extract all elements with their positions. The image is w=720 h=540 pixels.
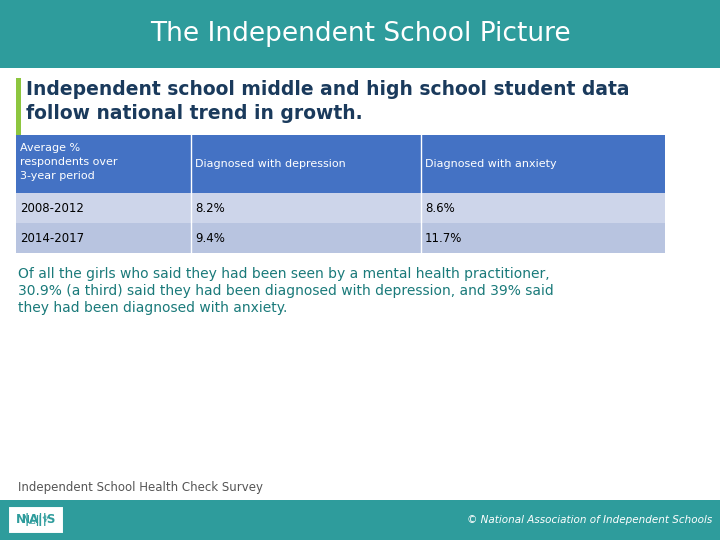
Bar xyxy=(16,78,21,138)
Text: respondents over: respondents over xyxy=(20,157,117,167)
Bar xyxy=(16,193,665,223)
Text: 11.7%: 11.7% xyxy=(425,232,462,245)
Text: follow national trend in growth.: follow national trend in growth. xyxy=(26,104,363,123)
Text: 2014-2017: 2014-2017 xyxy=(20,232,84,245)
Text: Average %: Average % xyxy=(20,143,80,153)
Text: Of all the girls who said they had been seen by a mental health practitioner,: Of all the girls who said they had been … xyxy=(18,267,549,281)
Text: Diagnosed with depression: Diagnosed with depression xyxy=(195,159,346,169)
Text: Independent School Health Check Survey: Independent School Health Check Survey xyxy=(18,481,263,494)
Text: N△‖♆: N△‖♆ xyxy=(22,515,50,525)
Text: 3-year period: 3-year period xyxy=(20,171,95,181)
Text: N|A||S: N|A||S xyxy=(16,514,56,526)
Text: 8.6%: 8.6% xyxy=(425,201,455,214)
Text: Diagnosed with anxiety: Diagnosed with anxiety xyxy=(425,159,557,169)
Bar xyxy=(16,223,665,253)
Text: Independent school middle and high school student data: Independent school middle and high schoo… xyxy=(26,80,629,99)
Text: 9.4%: 9.4% xyxy=(195,232,225,245)
Text: they had been diagnosed with anxiety.: they had been diagnosed with anxiety. xyxy=(18,301,287,315)
Text: © National Association of Independent Schools: © National Association of Independent Sc… xyxy=(467,515,712,525)
Text: 30.9% (a third) said they had been diagnosed with depression, and 39% said: 30.9% (a third) said they had been diagn… xyxy=(18,284,554,298)
Bar xyxy=(0,0,720,68)
Text: 2008-2012: 2008-2012 xyxy=(20,201,84,214)
Text: 8.2%: 8.2% xyxy=(195,201,225,214)
Bar xyxy=(16,135,665,193)
Bar xyxy=(8,506,64,534)
Bar xyxy=(0,500,720,540)
Text: The Independent School Picture: The Independent School Picture xyxy=(150,21,570,47)
